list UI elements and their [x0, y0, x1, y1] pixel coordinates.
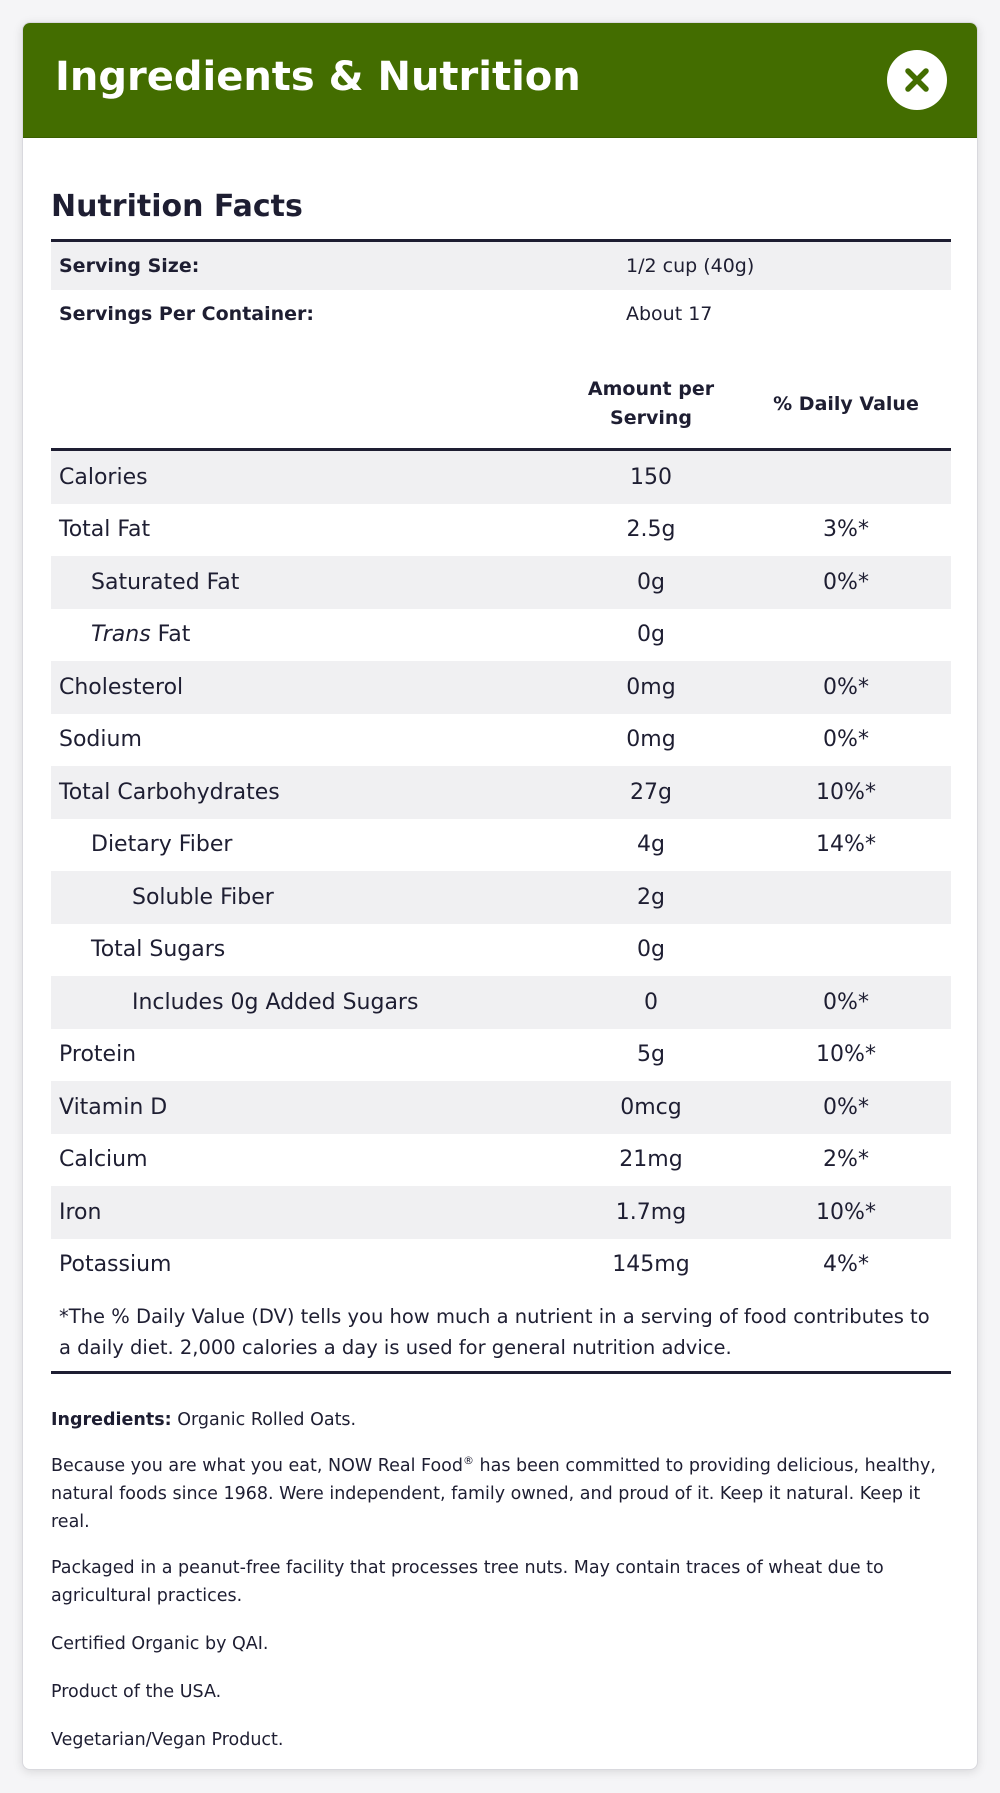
serving-size-label: Serving Size:: [59, 255, 200, 277]
nutrient-daily-value: 2%*: [823, 1147, 869, 1173]
nutrient-name: Sodium: [59, 727, 142, 753]
nutrient-daily-value: 14%*: [816, 832, 876, 858]
nutrient-amount: 0g: [637, 622, 665, 648]
nutrient-amount: 145mg: [612, 1252, 690, 1278]
nutrient-name: Protein: [59, 1042, 137, 1068]
origin-paragraph: Product of the USA.: [51, 1682, 222, 1703]
table-row: Total Carbohydrates 27g 10%*: [51, 766, 951, 819]
table-row: Saturated Fat 0g 0%*: [51, 556, 951, 609]
ingredients-paragraph: Ingredients: Organic Rolled Oats.: [51, 1406, 951, 1434]
nutrient-table: Calories 150 Total Fat 2.5g 3%* Saturate…: [51, 451, 951, 1291]
nutrient-daily-value: 10%*: [816, 1199, 876, 1225]
table-row: Vitamin D 0mcg 0%*: [51, 1081, 951, 1134]
ingredients-value: Organic Rolled Oats.: [171, 1410, 357, 1431]
nutrient-name: Dietary Fiber: [91, 832, 233, 858]
nutrient-amount: 0g: [637, 937, 665, 963]
table-row: Protein 5g 10%*: [51, 1029, 951, 1082]
daily-value-footnote: *The % Daily Value (DV) tells you how mu…: [59, 1305, 930, 1360]
nutrient-name: Calcium: [59, 1147, 148, 1173]
nutrient-name: Iron: [59, 1199, 102, 1225]
nutrient-name-rest: Fat: [150, 622, 191, 648]
serving-size-value: 1/2 cup (40g): [626, 255, 755, 277]
product-info: Ingredients: Organic Rolled Oats. Becaus…: [51, 1406, 951, 1754]
allergen-paragraph: Packaged in a peanut-free facility that …: [51, 1558, 884, 1607]
certified-paragraph: Certified Organic by QAI.: [51, 1634, 269, 1655]
column-header-amount: Amount per Serving: [587, 377, 715, 429]
table-row: Includes 0g Added Sugars 0 0%*: [51, 976, 951, 1029]
table-row: Calories 150: [51, 451, 951, 504]
nutrient-name: Total Sugars: [91, 937, 226, 963]
modal-header: Ingredients & Nutrition: [23, 23, 977, 138]
nutrient-amount: 27g: [630, 779, 672, 805]
nutrient-amount: 4g: [637, 832, 665, 858]
nutrient-name: Calories: [59, 464, 148, 490]
nutrient-amount: 0: [644, 989, 658, 1015]
nutrient-name: Potassium: [59, 1252, 172, 1278]
nutrient-daily-value: 3%*: [823, 517, 869, 543]
nutrient-name-italic: Trans: [91, 622, 151, 648]
brand-text-before: Because you are what you eat, NOW Real F…: [51, 1456, 463, 1477]
nutrient-name: Vitamin D: [59, 1094, 168, 1120]
table-header: Amount per Serving % Daily Value: [51, 360, 951, 448]
nutrient-amount: 150: [630, 464, 672, 490]
divider: [51, 239, 951, 242]
diet-paragraph: Vegetarian/Vegan Product.: [51, 1730, 284, 1751]
nutrition-modal: Ingredients & Nutrition Nutrition Facts …: [22, 22, 978, 1770]
brand-text-after: has been committed to providing deliciou…: [51, 1456, 936, 1533]
servings-per-container-row: Servings Per Container: About 17: [51, 290, 951, 338]
brand-paragraph: Because you are what you eat, NOW Real F…: [51, 1452, 951, 1536]
nutrient-amount: 0mg: [626, 727, 676, 753]
table-row: Potassium 145mg 4%*: [51, 1239, 951, 1292]
nutrient-name: Trans Fat: [51, 622, 561, 647]
close-button[interactable]: [887, 50, 947, 110]
ingredients-label: Ingredients:: [51, 1410, 172, 1431]
table-row: Iron 1.7mg 10%*: [51, 1186, 951, 1239]
nutrient-daily-value: 0%*: [823, 674, 869, 700]
divider: [51, 448, 951, 451]
nutrient-amount: 2g: [637, 884, 665, 910]
nutrient-amount: 0mcg: [620, 1094, 682, 1120]
column-header-daily-value: % Daily Value: [773, 393, 919, 415]
table-row: Calcium 21mg 2%*: [51, 1134, 951, 1187]
nutrient-name: Includes 0g Added Sugars: [132, 989, 419, 1015]
table-row: Dietary Fiber 4g 14%*: [51, 819, 951, 872]
nutrient-name: Total Fat: [59, 517, 151, 543]
divider: [51, 1371, 951, 1375]
servings-per-container-value: About 17: [626, 303, 713, 325]
nutrient-name: Saturated Fat: [91, 569, 240, 595]
nutrient-name: Soluble Fiber: [132, 884, 274, 910]
nutrient-daily-value: 0%*: [823, 727, 869, 753]
nutrient-amount: 2.5g: [626, 517, 676, 543]
table-row: Total Fat 2.5g 3%*: [51, 504, 951, 557]
nutrient-daily-value: 10%*: [816, 779, 876, 805]
nutrient-daily-value: 0%*: [823, 989, 869, 1015]
nutrient-amount: 0g: [637, 569, 665, 595]
nutrient-amount: 21mg: [619, 1147, 683, 1173]
nutrient-daily-value: 10%*: [816, 1042, 876, 1068]
modal-title: Ingredients & Nutrition: [55, 54, 581, 100]
modal-content: Nutrition Facts Serving Size: 1/2 cup (4…: [51, 137, 951, 1754]
servings-per-container-label: Servings Per Container:: [59, 303, 315, 325]
serving-size-row: Serving Size: 1/2 cup (40g): [51, 242, 951, 290]
table-row: Cholesterol 0mg 0%*: [51, 661, 951, 714]
table-row: Soluble Fiber 2g: [51, 871, 951, 924]
close-icon: [905, 68, 929, 92]
nutrition-facts-heading: Nutrition Facts: [51, 189, 303, 224]
nutrient-name: Cholesterol: [59, 674, 184, 700]
nutrient-daily-value: 4%*: [823, 1252, 869, 1278]
table-row: Sodium 0mg 0%*: [51, 714, 951, 767]
table-row: Total Sugars 0g: [51, 924, 951, 977]
nutrient-daily-value: 0%*: [823, 1094, 869, 1120]
registered-mark: ®: [462, 1454, 474, 1468]
table-row: Trans Fat 0g: [51, 609, 951, 662]
nutrient-name: Total Carbohydrates: [59, 779, 280, 805]
nutrient-amount: 1.7mg: [615, 1199, 687, 1225]
nutrient-amount: 5g: [637, 1042, 665, 1068]
nutrient-amount: 0mg: [626, 674, 676, 700]
nutrient-daily-value: 0%*: [823, 569, 869, 595]
